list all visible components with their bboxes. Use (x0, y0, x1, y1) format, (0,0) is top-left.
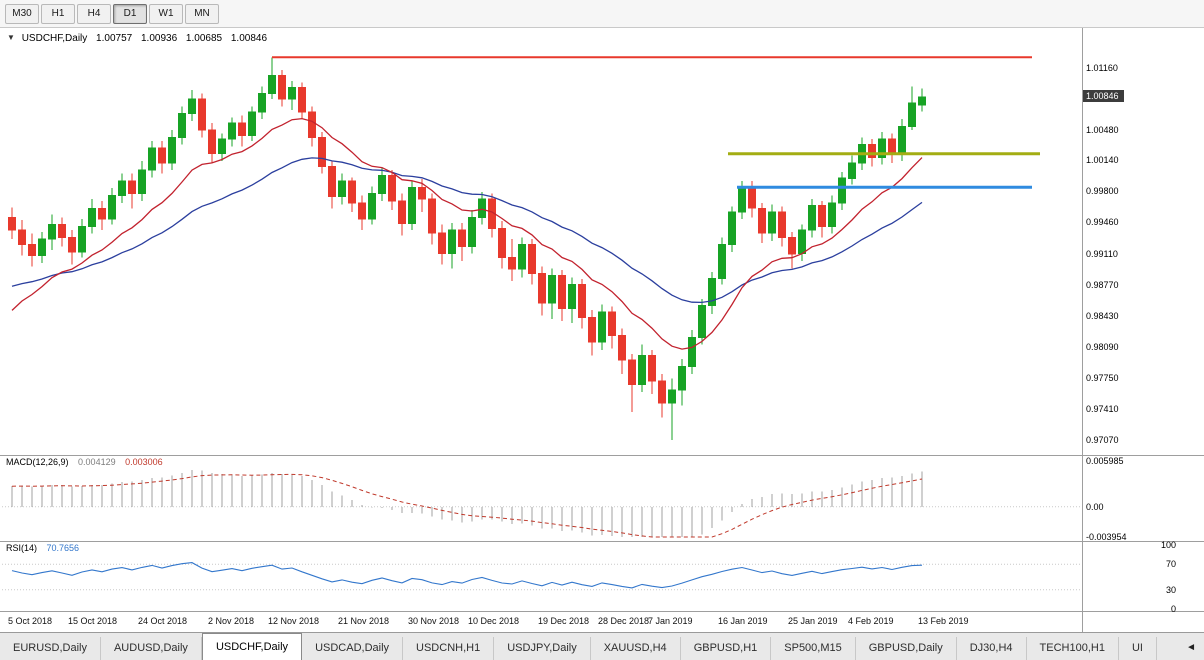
chart-tab-xauusd-h4[interactable]: XAUUSD,H4 (591, 637, 681, 660)
macd-value: 0.004129 (78, 457, 116, 467)
chart-tab-usdchf-daily[interactable]: USDCHF,Daily (201, 633, 303, 660)
macd-indicator-label: MACD(12,26,9) 0.004129 0.003006 (6, 457, 163, 467)
rsi-line (11, 562, 923, 589)
chart-tab-gbpusd-daily[interactable]: GBPUSD,Daily (856, 637, 957, 660)
main-chart-pane[interactable] (0, 28, 1082, 455)
chart-tab-dj30-h4[interactable]: DJ30,H4 (957, 637, 1027, 660)
ohlc-high: 1.00936 (140, 33, 178, 44)
ma-fast-line (11, 117, 923, 350)
macd-signal-value: 0.003006 (125, 457, 163, 467)
chart-tab-audusd-daily[interactable]: AUDUSD,Daily (101, 637, 202, 660)
macd-name: MACD(12,26,9) (6, 457, 69, 467)
rsi-value: 70.7656 (46, 543, 80, 553)
one-click-trading-toggle[interactable]: ▼ (7, 33, 15, 42)
chart-tab-ui[interactable]: UI (1119, 637, 1157, 660)
chart-tab-usdcnh-h1[interactable]: USDCNH,H1 (403, 637, 495, 660)
chart-tab-sp500-m15[interactable]: SP500,M15 (771, 637, 856, 660)
chart-tab-usdjpy-daily[interactable]: USDJPY,Daily (494, 637, 591, 660)
chart-tab-usdcad-daily[interactable]: USDCAD,Daily (302, 637, 404, 660)
rsi-name: RSI(14) (6, 543, 38, 553)
rsi-pane[interactable] (0, 541, 1082, 611)
ohlc-open: 1.00757 (96, 33, 133, 44)
timeframe-toolbar: M30 H1 H4 D1 W1 MN (0, 0, 1204, 28)
ohlc-close: 1.00846 (230, 33, 268, 44)
ma-slow-line (11, 157, 923, 304)
timeframe-button-h1[interactable]: H1 (41, 3, 75, 24)
candles-layer (8, 57, 926, 441)
timeframe-button-d1[interactable]: D1 (113, 3, 147, 24)
timeframe-button-m30[interactable]: M30 (5, 3, 39, 24)
price-axis[interactable] (1082, 28, 1204, 611)
macd-signal-line (11, 473, 923, 538)
chart-tab-gbpusd-h1[interactable]: GBPUSD,H1 (681, 637, 772, 660)
chart-tab-tech100-h1[interactable]: TECH100,H1 (1027, 637, 1119, 660)
timeframe-button-w1[interactable]: W1 (149, 3, 183, 24)
ohlc-low: 1.00685 (185, 33, 223, 44)
timeframe-button-mn[interactable]: MN (185, 3, 219, 24)
date-axis[interactable] (0, 611, 1204, 632)
timeframe-button-h4[interactable]: H4 (77, 3, 111, 24)
chart-title: ▼ USDCHF,Daily 1.00757 1.00936 1.00685 1… (7, 33, 267, 44)
chart-tab-eurusd-daily[interactable]: EURUSD,Daily (0, 637, 101, 660)
macd-histogram (11, 470, 923, 537)
chart-tab-bar: ◄ EURUSD,Daily AUDUSD,Daily USDCHF,Daily US… (0, 632, 1204, 660)
chart-symbol-period: USDCHF,Daily (21, 33, 88, 44)
rsi-indicator-label: RSI(14) 70.7656 (6, 543, 79, 553)
tab-scroll-left-button[interactable]: ◄ (1181, 642, 1201, 653)
